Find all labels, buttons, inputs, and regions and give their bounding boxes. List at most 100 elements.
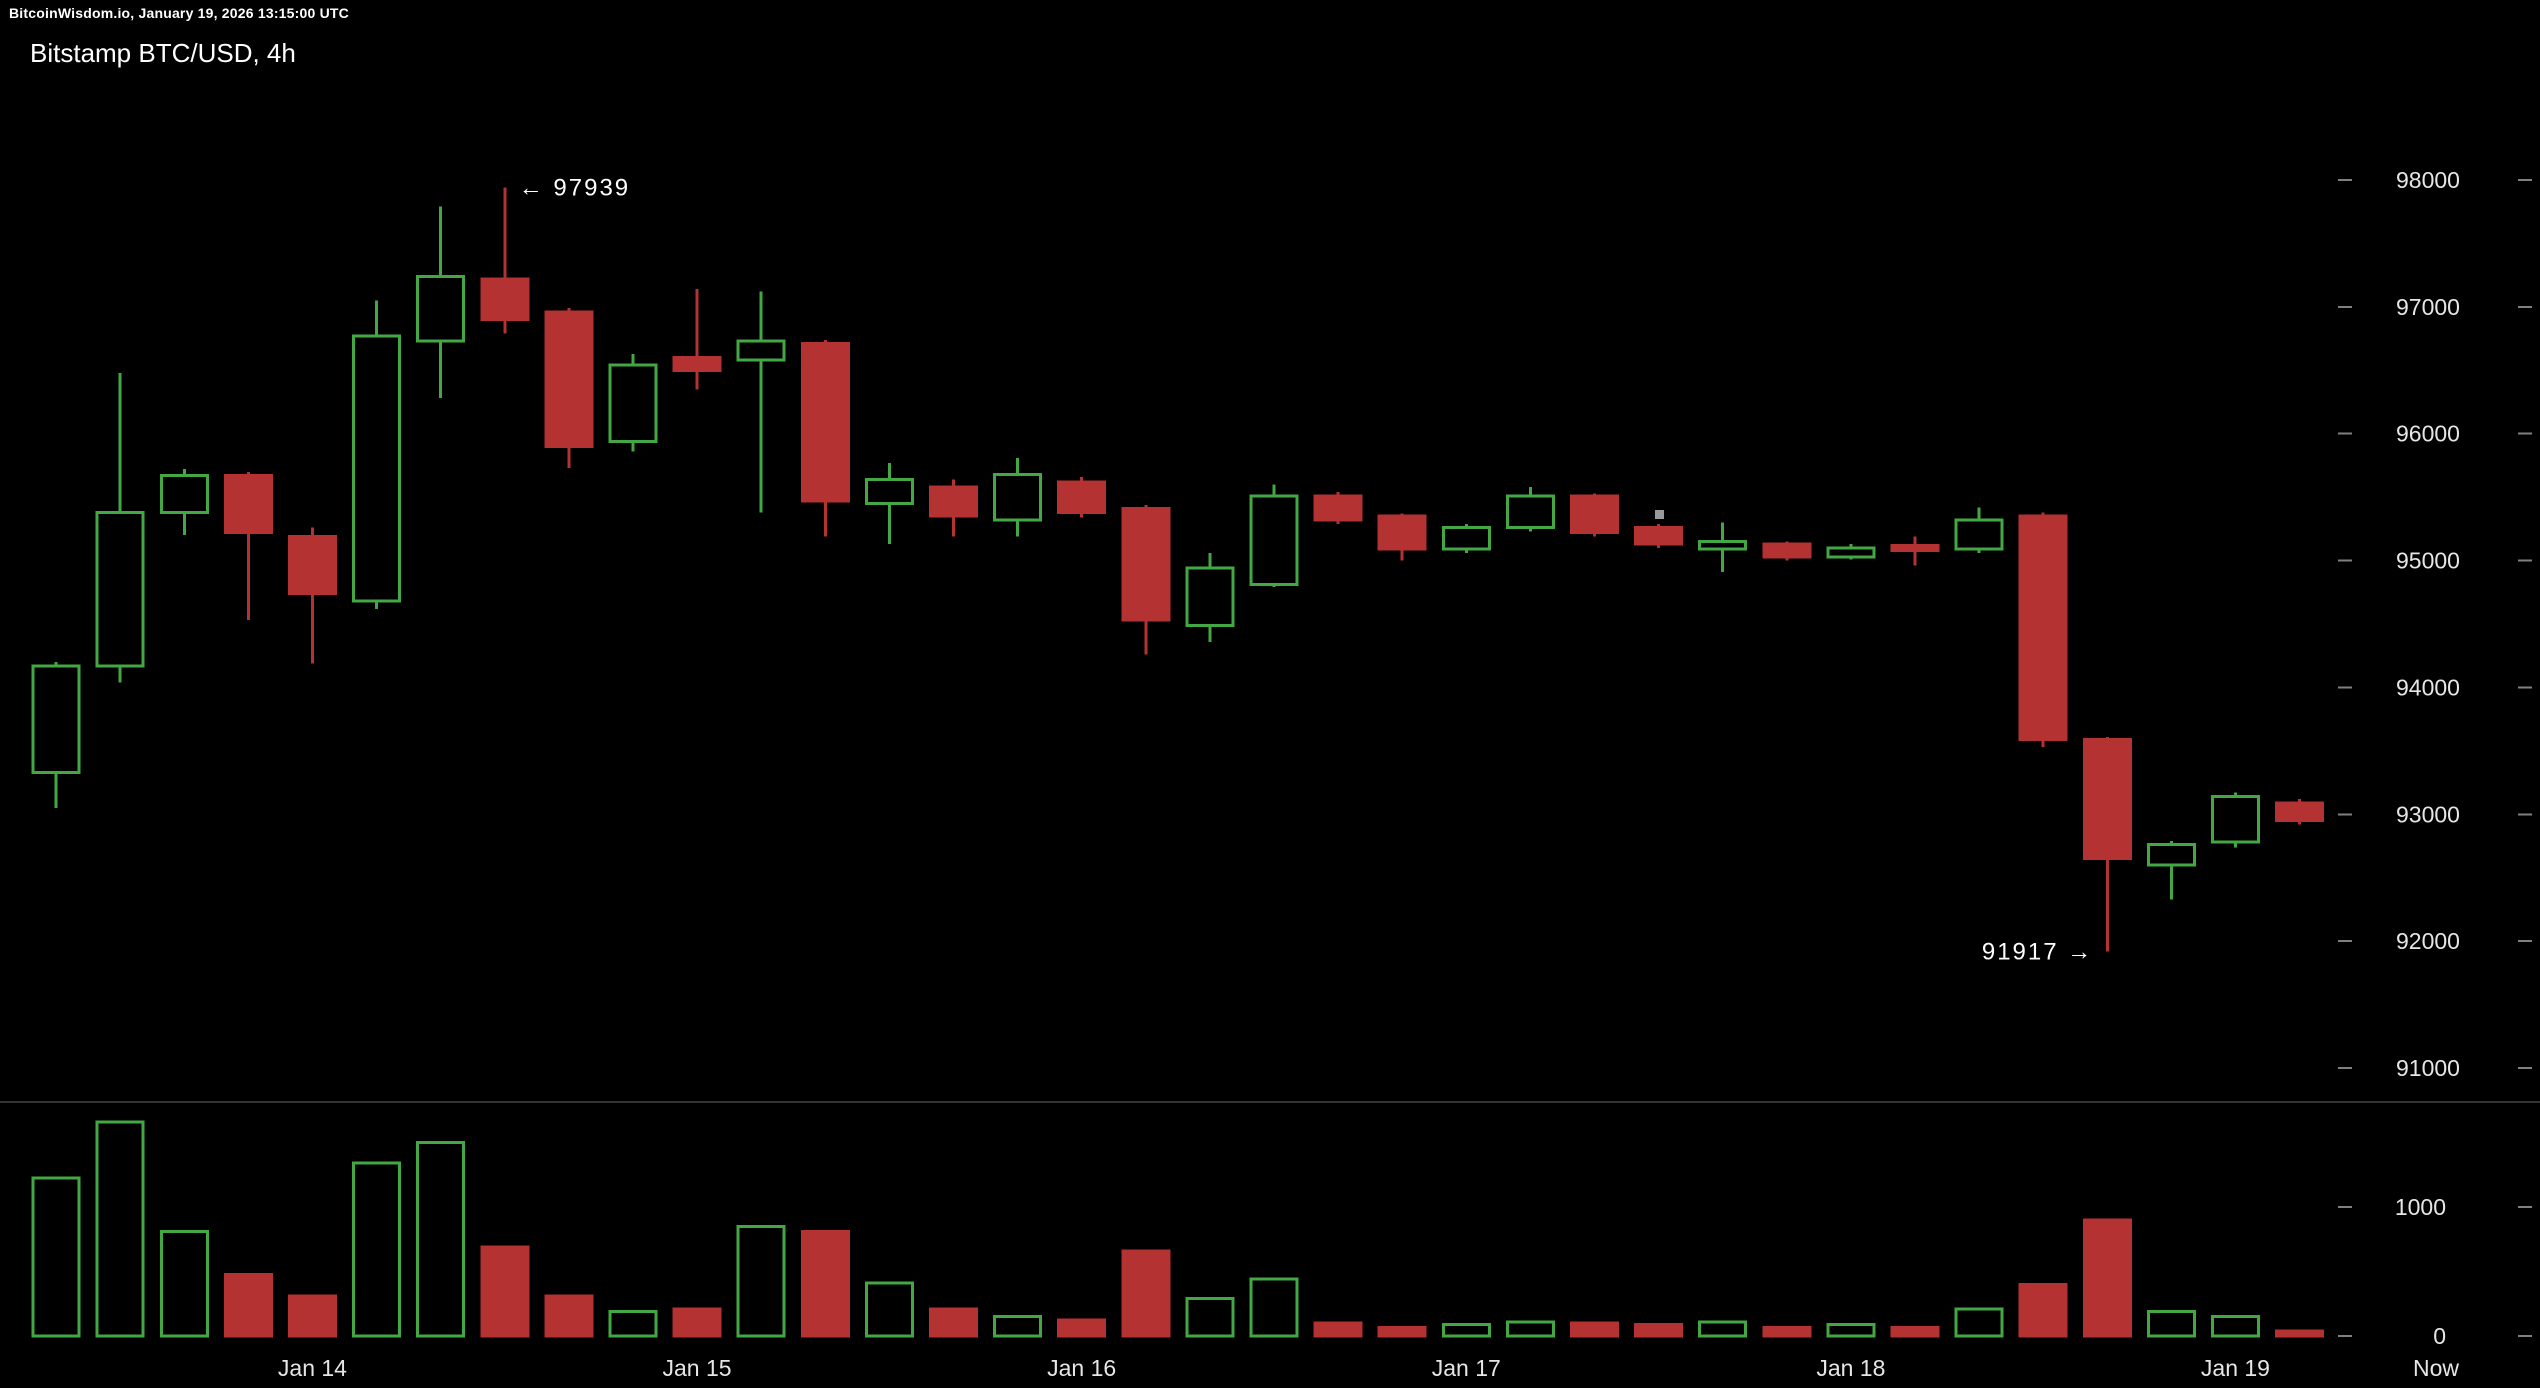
- volume-bar[interactable]: [31, 1176, 81, 1338]
- candle-body[interactable]: [1569, 494, 1619, 535]
- candle-body[interactable]: [736, 339, 786, 362]
- volume-tick-mark: [2518, 1335, 2532, 1337]
- volume-axis-label: 0: [2433, 1323, 2446, 1349]
- volume-bar[interactable]: [287, 1294, 337, 1338]
- candle-body[interactable]: [800, 342, 850, 503]
- volume-bar[interactable]: [95, 1120, 145, 1338]
- candle-body[interactable]: [1505, 494, 1555, 530]
- candle-body[interactable]: [1441, 526, 1491, 551]
- volume-bar[interactable]: [1634, 1322, 1684, 1338]
- candle-body[interactable]: [672, 356, 722, 372]
- candle-body[interactable]: [608, 363, 658, 443]
- volume-bar[interactable]: [159, 1230, 209, 1338]
- volume-bar[interactable]: [1890, 1326, 1940, 1338]
- volume-bar[interactable]: [1441, 1322, 1491, 1338]
- volume-bar[interactable]: [223, 1273, 273, 1338]
- volume-bar[interactable]: [993, 1315, 1043, 1338]
- price-tick-mark: [2518, 813, 2532, 816]
- price-axis-label: 92000: [2396, 928, 2460, 954]
- volume-bar[interactable]: [2210, 1315, 2260, 1338]
- candle-body[interactable]: [1121, 507, 1171, 622]
- candle-body[interactable]: [1762, 542, 1812, 559]
- candle-body[interactable]: [1313, 494, 1363, 522]
- volume-bar[interactable]: [1569, 1321, 1619, 1338]
- volume-bar[interactable]: [1185, 1297, 1235, 1338]
- volume-bar[interactable]: [928, 1307, 978, 1338]
- volume-bar[interactable]: [864, 1281, 914, 1338]
- price-tick-mark: [2338, 559, 2352, 562]
- volume-tick-mark: [2518, 1206, 2532, 1208]
- candle-body[interactable]: [2210, 795, 2260, 844]
- volume-bar[interactable]: [416, 1141, 466, 1338]
- price-tick-mark: [2338, 179, 2352, 181]
- candle-body[interactable]: [159, 474, 209, 514]
- price-axis-label: 95000: [2396, 548, 2460, 574]
- volume-bar[interactable]: [1954, 1307, 2004, 1338]
- volume-bar[interactable]: [2146, 1309, 2196, 1338]
- candle-body[interactable]: [928, 485, 978, 518]
- candle-body[interactable]: [95, 510, 145, 668]
- volume-bar[interactable]: [800, 1230, 850, 1338]
- candle-body[interactable]: [1185, 566, 1235, 627]
- price-tick-mark: [2338, 686, 2352, 689]
- candle-body[interactable]: [1057, 480, 1107, 514]
- price-tick-mark: [2518, 686, 2532, 689]
- candle-body[interactable]: [2018, 514, 2068, 741]
- candle-body[interactable]: [864, 477, 914, 505]
- volume-bar[interactable]: [1762, 1326, 1812, 1338]
- price-tick-mark: [2338, 1067, 2352, 1070]
- price-tick-mark: [2518, 1067, 2532, 1070]
- volume-bar[interactable]: [480, 1245, 530, 1338]
- volume-bar[interactable]: [1826, 1322, 1876, 1338]
- volume-bar[interactable]: [1313, 1321, 1363, 1338]
- candle-body[interactable]: [1634, 526, 1684, 546]
- volume-bar[interactable]: [672, 1307, 722, 1338]
- price-annotation: 91917 →: [1982, 939, 2093, 966]
- volume-bar[interactable]: [2082, 1218, 2132, 1338]
- volume-bar[interactable]: [1377, 1326, 1427, 1338]
- volume-bar[interactable]: [608, 1309, 658, 1338]
- volume-bar[interactable]: [1698, 1320, 1748, 1338]
- candle-body[interactable]: [480, 277, 530, 322]
- price-axis-label: 91000: [2396, 1055, 2460, 1081]
- price-axis-label: 93000: [2396, 801, 2460, 827]
- candle-body[interactable]: [287, 534, 337, 596]
- volume-bar[interactable]: [352, 1161, 402, 1338]
- candle-body[interactable]: [2082, 737, 2132, 861]
- x-axis-label: Jan 17: [1432, 1355, 1501, 1381]
- candle-body[interactable]: [416, 274, 466, 343]
- price-axis-label: 96000: [2396, 421, 2460, 447]
- price-tick-mark: [2338, 305, 2352, 308]
- candle-body[interactable]: [2146, 843, 2196, 867]
- candle-body[interactable]: [993, 472, 1043, 522]
- candle-body[interactable]: [31, 664, 81, 774]
- chart-title: Bitstamp BTC/USD, 4h: [30, 38, 296, 68]
- x-axis-label: Jan 14: [278, 1355, 347, 1381]
- candle-body[interactable]: [1890, 543, 1940, 552]
- candle-body[interactable]: [1698, 540, 1748, 551]
- volume-bar[interactable]: [736, 1224, 786, 1338]
- candle-body[interactable]: [1377, 514, 1427, 551]
- candle-body[interactable]: [1826, 546, 1876, 559]
- candle-body[interactable]: [223, 474, 273, 535]
- volume-bar[interactable]: [544, 1294, 594, 1338]
- candle-body[interactable]: [544, 310, 594, 448]
- volume-bar[interactable]: [1249, 1277, 1299, 1338]
- candle-body[interactable]: [352, 334, 402, 603]
- volume-bar[interactable]: [1121, 1249, 1171, 1338]
- volume-bar[interactable]: [2018, 1282, 2068, 1338]
- top-info-bar: BitcoinWisdom.io, January 19, 2026 13:15…: [0, 0, 2540, 26]
- candle-body[interactable]: [1249, 494, 1299, 587]
- price-axis-label: 94000: [2396, 674, 2460, 700]
- candle-body[interactable]: [1954, 518, 2004, 551]
- x-axis-label: Jan 16: [1047, 1355, 1116, 1381]
- mouse-cursor-dot: [1655, 510, 1664, 519]
- x-axis-label: Jan 18: [1816, 1355, 1885, 1381]
- volume-bar[interactable]: [2275, 1329, 2325, 1338]
- volume-bar[interactable]: [1505, 1320, 1555, 1338]
- volume-bar[interactable]: [1057, 1318, 1107, 1338]
- candle-body[interactable]: [2275, 801, 2325, 823]
- price-tick-mark: [2518, 559, 2532, 562]
